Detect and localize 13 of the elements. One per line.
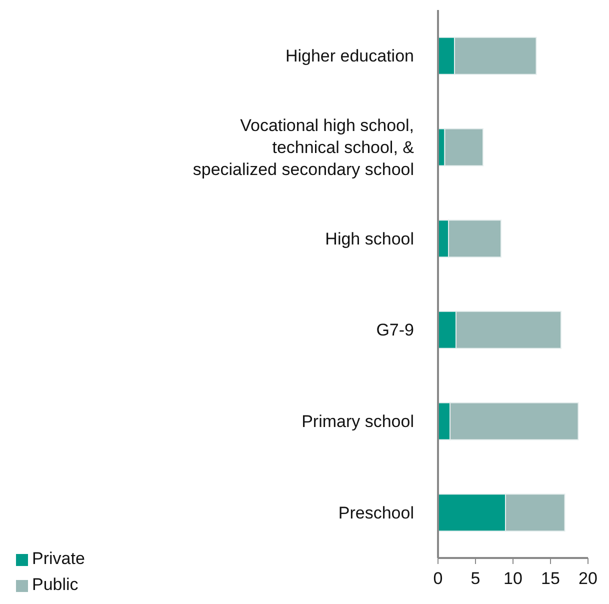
y-tick-label: Higher education bbox=[285, 46, 414, 66]
y-tick-label: G7-9 bbox=[376, 320, 414, 340]
x-tick-label: 15 bbox=[541, 569, 560, 588]
y-tick-label: Preschool bbox=[338, 502, 414, 522]
y-tick-label: Primary school bbox=[302, 412, 414, 430]
y-tick-label: High school bbox=[325, 228, 414, 248]
x-tick-label: 20 bbox=[578, 569, 598, 588]
legend-label: Private bbox=[32, 549, 85, 568]
legend-label: Public bbox=[32, 575, 78, 594]
x-tick-label: 0 bbox=[433, 569, 443, 588]
x-tick-label: 10 bbox=[504, 569, 522, 588]
x-tick-label: 5 bbox=[470, 569, 480, 588]
y-tick-label: Vocational high school, technical school, & specialized secondary school bbox=[192, 116, 415, 178]
